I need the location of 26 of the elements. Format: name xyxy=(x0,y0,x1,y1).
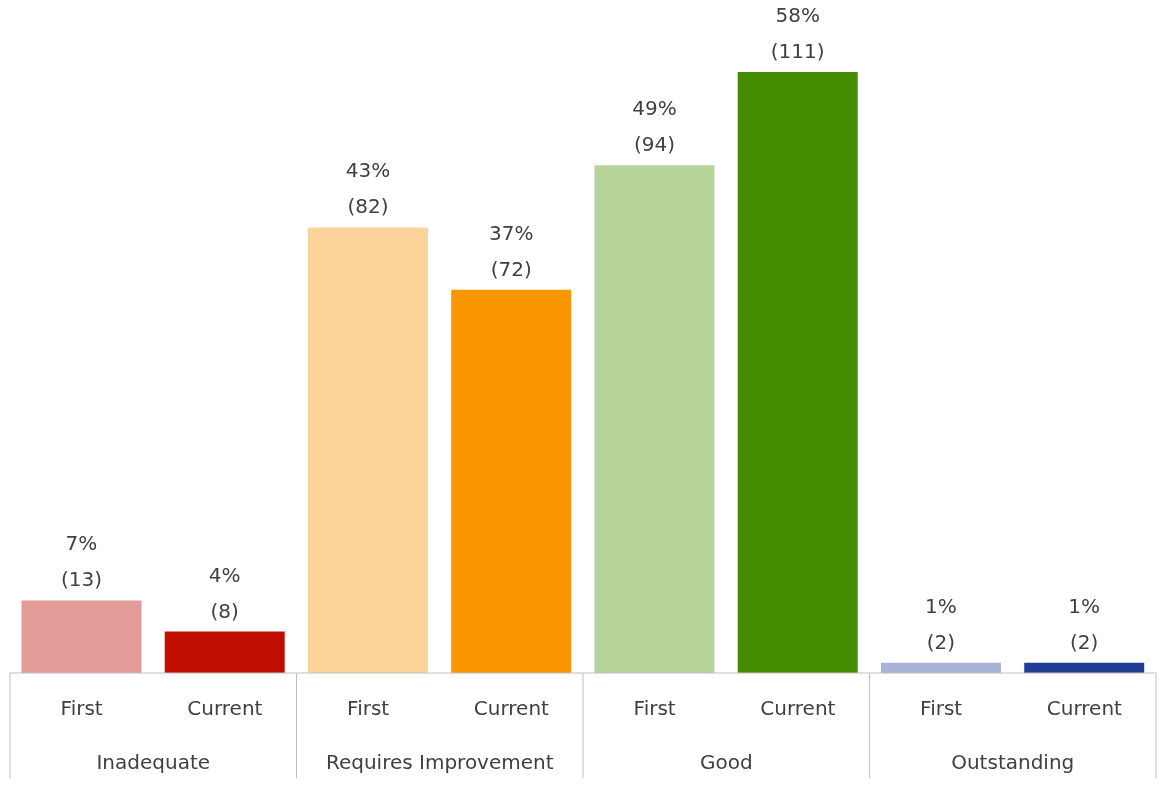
x-tick-label: Current xyxy=(187,696,263,720)
bar xyxy=(737,72,858,673)
x-tick-label: Current xyxy=(760,696,836,720)
text: Requires Improvement xyxy=(325,750,554,774)
data-label: 49% (94) xyxy=(632,96,677,157)
bar xyxy=(451,289,572,673)
x-tick-label: First xyxy=(60,696,103,720)
bar xyxy=(594,165,715,673)
bar xyxy=(21,600,142,673)
x-tick-label: First xyxy=(920,696,963,720)
x-tick-label: First xyxy=(633,696,676,720)
x-tick-label: Current xyxy=(473,696,550,720)
x-tick-label: Current xyxy=(1046,696,1123,720)
bar xyxy=(164,631,285,673)
text: Good xyxy=(699,750,753,774)
data-label: 7% (13) xyxy=(60,531,102,592)
data-label: 37% (72) xyxy=(488,220,534,281)
bar xyxy=(307,227,428,673)
data-label: 1% (2) xyxy=(925,593,957,654)
data-label: 4% (8) xyxy=(208,562,241,623)
text: Outstanding xyxy=(951,750,1075,774)
x-tick-label: First xyxy=(347,696,390,720)
data-label: 43% (82) xyxy=(345,158,391,219)
data-label: 1% (2) xyxy=(1068,593,1101,654)
text: Inadequate xyxy=(96,750,211,774)
data-label: 58% (111) xyxy=(770,3,825,64)
